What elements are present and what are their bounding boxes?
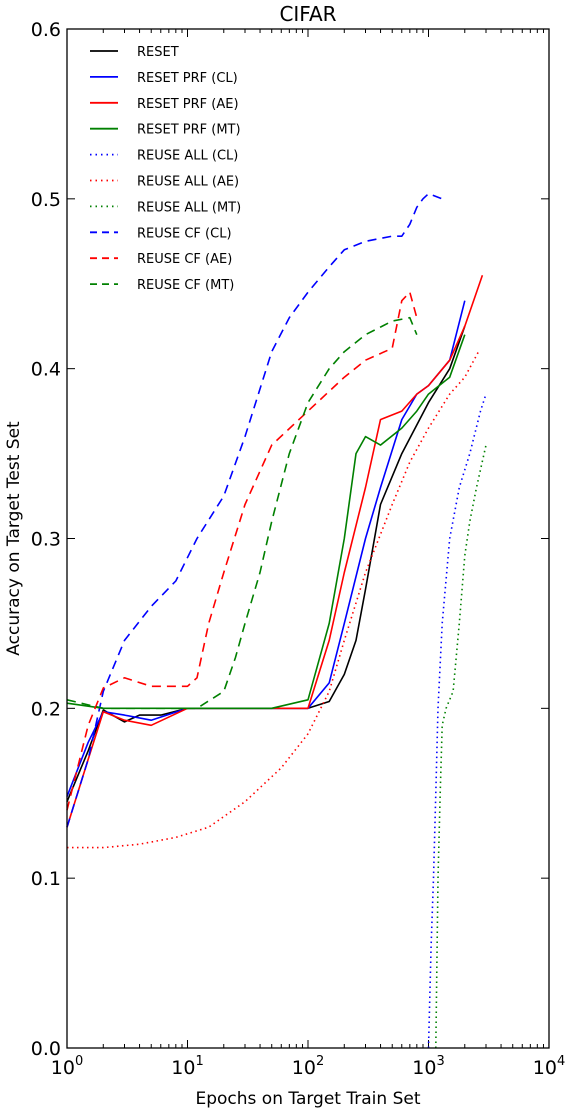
- axis-ticks: 0.0 0.1 0.2 0.3 0.4 0.5 0.6 100 101 102 103 104: [31, 19, 565, 1079]
- series-line-reset: [66, 325, 466, 803]
- series-line-reset-prf-mt: [66, 334, 466, 710]
- series-line-reuse-cf-mt: [66, 316, 418, 710]
- series-line-reset-prf-ae: [66, 275, 484, 828]
- legend-label: REUSE CF (MT): [137, 278, 234, 293]
- legend-label: REUSE ALL (CL): [137, 149, 238, 164]
- y-axis-label: Accuracy on Target Test Set: [4, 421, 24, 656]
- x-tick-label: 100: [51, 1054, 83, 1079]
- y-tick-label: 0.0: [31, 1038, 61, 1060]
- series-line-reset-prf-cl: [66, 300, 466, 797]
- legend-label: RESET PRF (MT): [137, 123, 241, 138]
- legend-label: RESET PRF (AE): [137, 97, 239, 112]
- x-tick-label: 101: [171, 1054, 203, 1079]
- series-lines: [66, 192, 487, 1049]
- y-tick-label: 0.2: [31, 698, 61, 720]
- legend: RESET RESET PRF (CL) RESET PRF (AE) RESET P…: [90, 45, 241, 293]
- legend-label: RESET PRF (CL): [137, 71, 238, 86]
- legend-label: REUSE ALL (MT): [137, 200, 241, 215]
- legend-label: REUSE CF (CL): [137, 226, 232, 241]
- legend-label: REUSE CF (AE): [137, 252, 232, 267]
- plot-frame: [66, 28, 550, 1049]
- y-tick-label: 0.6: [31, 19, 61, 41]
- legend-label: RESET: [137, 45, 179, 60]
- y-tick-label: 0.5: [31, 189, 61, 211]
- series-line-reuse-all-mt: [435, 444, 487, 1049]
- x-tick-label: 102: [292, 1054, 324, 1079]
- y-tick-label: 0.4: [31, 359, 61, 381]
- x-axis-label: Epochs on Target Train Set: [195, 1089, 420, 1109]
- x-tick-label: 104: [533, 1054, 565, 1079]
- y-tick-label: 0.1: [31, 868, 61, 890]
- series-line-reuse-cf-ae: [66, 291, 418, 811]
- series-line-reuse-all-cl: [427, 393, 487, 1049]
- legend-label: REUSE ALL (AE): [137, 175, 239, 190]
- series-line-reuse-cf-cl: [66, 192, 443, 828]
- x-tick-label: 103: [412, 1054, 444, 1079]
- chart-title: CIFAR: [279, 2, 336, 26]
- y-tick-label: 0.3: [31, 529, 61, 551]
